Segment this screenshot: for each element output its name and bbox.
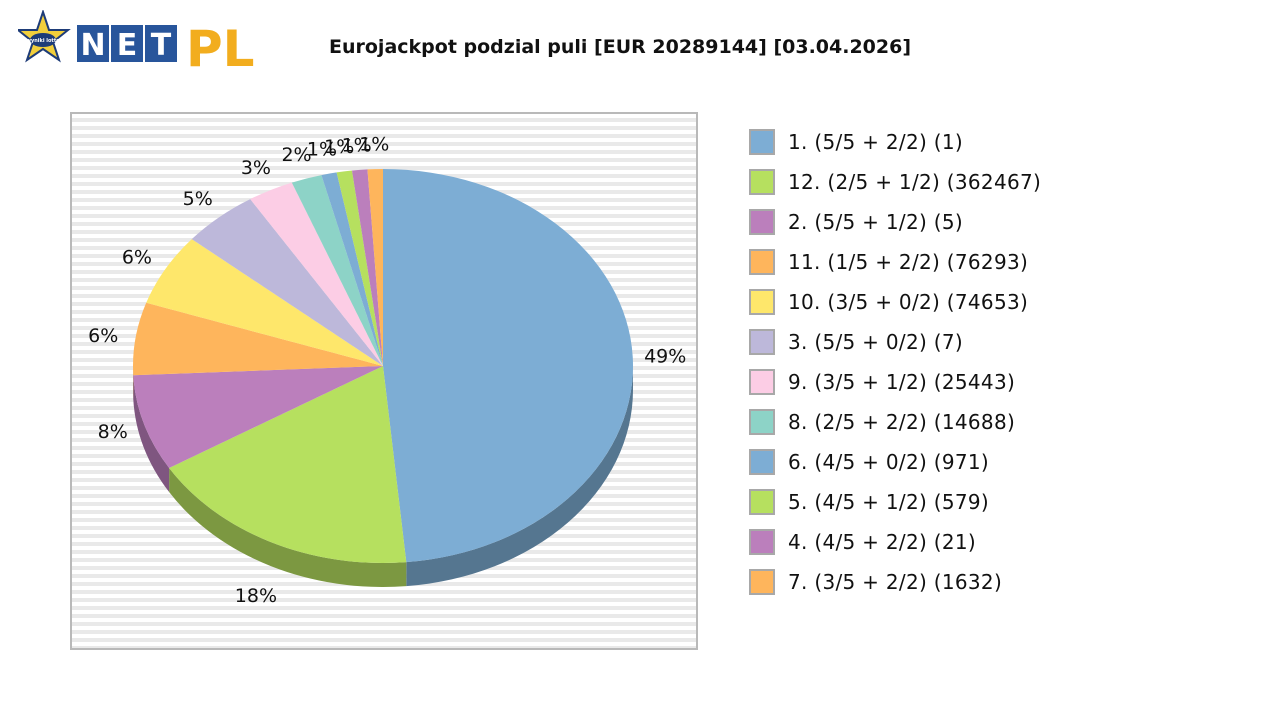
pie-slice (351, 169, 383, 366)
pie-slice (146, 239, 383, 366)
legend-label: 3. (5/5 + 0/2) (7) (788, 330, 963, 354)
legend-swatch (749, 369, 775, 395)
slice-percent-label: 3% (241, 157, 271, 179)
legend-swatch (749, 569, 775, 595)
pie-slice-side (169, 468, 407, 588)
legend-item: 8. (2/5 + 2/2) (14688) (749, 402, 1041, 442)
legend-swatch (749, 329, 775, 355)
legend-swatch (749, 209, 775, 235)
legend-swatch (749, 489, 775, 515)
legend-swatch (749, 449, 775, 475)
logo-pl-text: PL (186, 20, 255, 72)
slice-percent-label: 6% (88, 325, 118, 347)
pie-slice (250, 182, 383, 366)
legend-item: 7. (3/5 + 2/2) (1632) (749, 562, 1041, 602)
slice-percent-label: 1% (359, 133, 389, 155)
legend-label: 6. (4/5 + 0/2) (971) (788, 450, 990, 474)
legend-item: 5. (4/5 + 1/2) (579) (749, 482, 1041, 522)
legend-swatch (749, 409, 775, 435)
pie-slice (191, 199, 383, 366)
slice-percent-label: 18% (235, 585, 277, 607)
legend-item: 1. (5/5 + 2/2) (1) (749, 122, 1041, 162)
legend-swatch (749, 289, 775, 315)
legend-label: 5. (4/5 + 1/2) (579) (788, 490, 990, 514)
pie-slice (291, 175, 383, 366)
legend-item: 6. (4/5 + 0/2) (971) (749, 442, 1041, 482)
legend-swatch (749, 529, 775, 555)
legend-label: 1. (5/5 + 2/2) (1) (788, 130, 963, 154)
legend-swatch (749, 249, 775, 275)
legend-label: 10. (3/5 + 0/2) (74653) (788, 290, 1029, 314)
legend-label: 2. (5/5 + 1/2) (5) (788, 210, 963, 234)
logo-badge-text: wyniki lotto (26, 38, 60, 44)
pie-slice (383, 169, 634, 563)
legend-item: 11. (1/5 + 2/2) (76293) (749, 242, 1041, 282)
pie-slice (133, 366, 383, 469)
chart-title: Eurojackpot podzial puli [EUR 20289144] … (329, 36, 912, 58)
legend-label: 8. (2/5 + 2/2) (14688) (788, 410, 1016, 434)
legend-item: 12. (2/5 + 1/2) (362467) (749, 162, 1041, 202)
netpl-logo: wyniki lotto N E T PL (18, 10, 255, 72)
legend-label: 12. (2/5 + 1/2) (362467) (788, 170, 1042, 194)
slice-percent-label: 49% (644, 346, 686, 368)
legend-swatch (749, 129, 775, 155)
slice-percent-label: 1% (342, 134, 372, 156)
slice-percent-label: 1% (324, 136, 354, 158)
slice-percent-label: 8% (98, 421, 128, 443)
logo-letter-e: E (117, 28, 138, 63)
pie-slice (133, 302, 383, 376)
slice-percent-label: 5% (183, 188, 213, 210)
legend-item: 10. (3/5 + 0/2) (74653) (749, 282, 1041, 322)
legend-item: 4. (4/5 + 2/2) (21) (749, 522, 1041, 562)
legend-item: 9. (3/5 + 1/2) (25443) (749, 362, 1041, 402)
legend-item: 2. (5/5 + 1/2) (5) (749, 202, 1041, 242)
slice-percent-label: 6% (122, 247, 152, 269)
legend-label: 11. (1/5 + 2/2) (76293) (788, 250, 1029, 274)
pie-slice (321, 172, 383, 366)
pie-slice (367, 169, 383, 366)
pie-slice (336, 170, 383, 366)
pie-slice (169, 366, 407, 564)
slice-percent-label: 2% (281, 144, 311, 166)
pie-slice-side (406, 366, 633, 587)
chart-legend: 1. (5/5 + 2/2) (1) 12. (2/5 + 1/2) (36246… (749, 122, 1041, 602)
legend-label: 9. (3/5 + 1/2) (25443) (788, 370, 1016, 394)
legend-label: 7. (3/5 + 2/2) (1632) (788, 570, 1003, 594)
logo-letter-n: N (80, 28, 105, 63)
logo-letter-t: T (151, 28, 172, 63)
legend-swatch (749, 169, 775, 195)
legend-item: 3. (5/5 + 0/2) (7) (749, 322, 1041, 362)
pie-slice-side (133, 375, 170, 493)
slice-percent-label: 1% (307, 139, 337, 161)
legend-label: 4. (4/5 + 2/2) (21) (788, 530, 977, 554)
